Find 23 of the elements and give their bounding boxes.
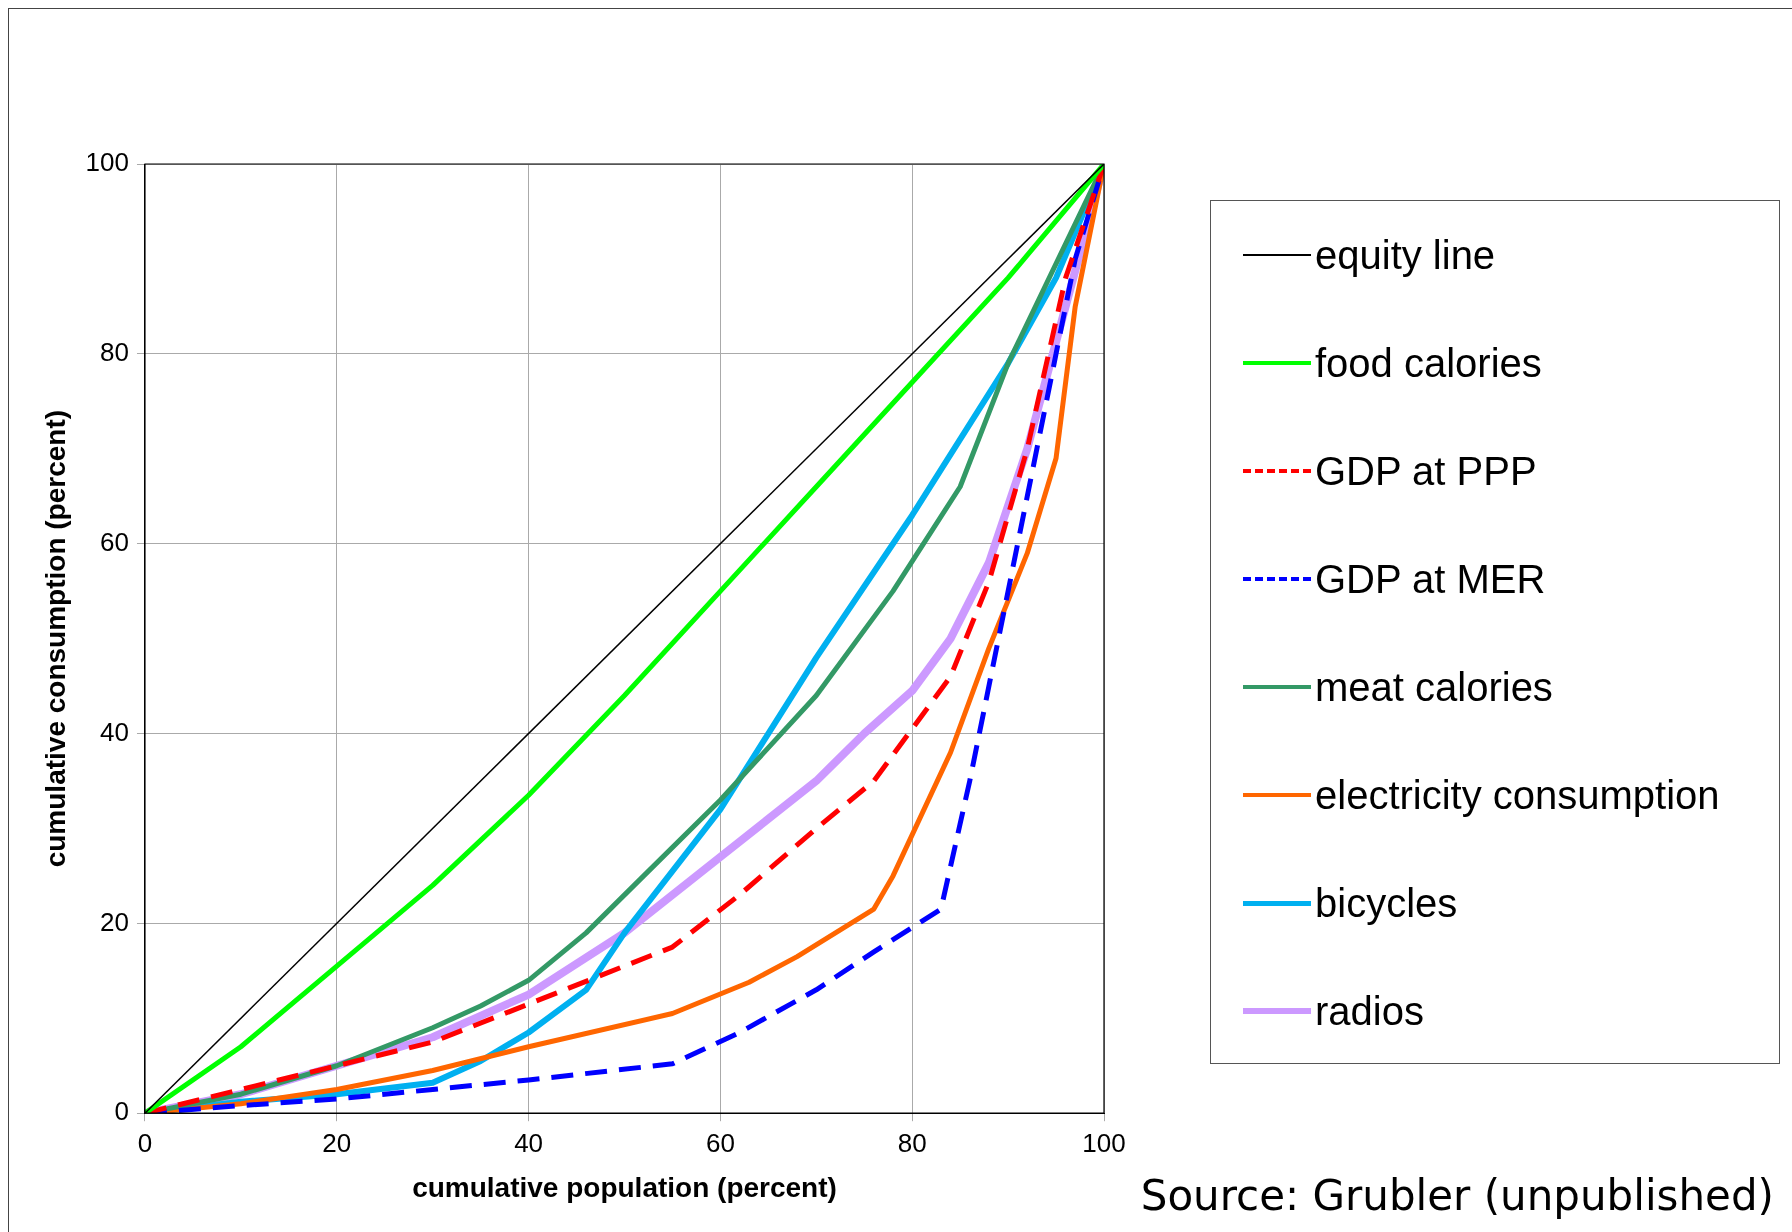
y-tick-label: 100 (85, 147, 129, 178)
x-tick-label: 0 (137, 1127, 153, 1158)
y-tick-label: 40 (100, 716, 129, 747)
x-tick-label: 100 (1082, 1127, 1126, 1158)
x-tick-label: 40 (514, 1127, 544, 1158)
legend-label: bicycles (1315, 880, 1458, 926)
x-tick-label: 20 (322, 1127, 352, 1158)
legend-label: GDP at MER (1315, 556, 1546, 602)
x-axis-title: cumulative population (percent) (412, 1171, 837, 1203)
y-tick-label: 20 (100, 906, 129, 937)
y-axis-title: cumulative consumption (percent) (39, 409, 71, 868)
y-tick-label: 0 (114, 1096, 129, 1127)
y-tick-label: 60 (100, 526, 129, 557)
legend-label: radios (1315, 988, 1424, 1034)
legend-label: meat calories (1315, 664, 1553, 710)
legend-label: electricity consumption (1315, 772, 1720, 818)
y-tick-label: 80 (100, 337, 129, 368)
x-tick-label: 60 (705, 1127, 735, 1158)
legend-label: GDP at PPP (1315, 448, 1537, 494)
legend-label: food calories (1315, 340, 1542, 386)
x-tick-label: 80 (897, 1127, 927, 1158)
source-note: Source: Grubler (unpublished) (1140, 1171, 1774, 1220)
legend-label: equity line (1315, 232, 1496, 278)
